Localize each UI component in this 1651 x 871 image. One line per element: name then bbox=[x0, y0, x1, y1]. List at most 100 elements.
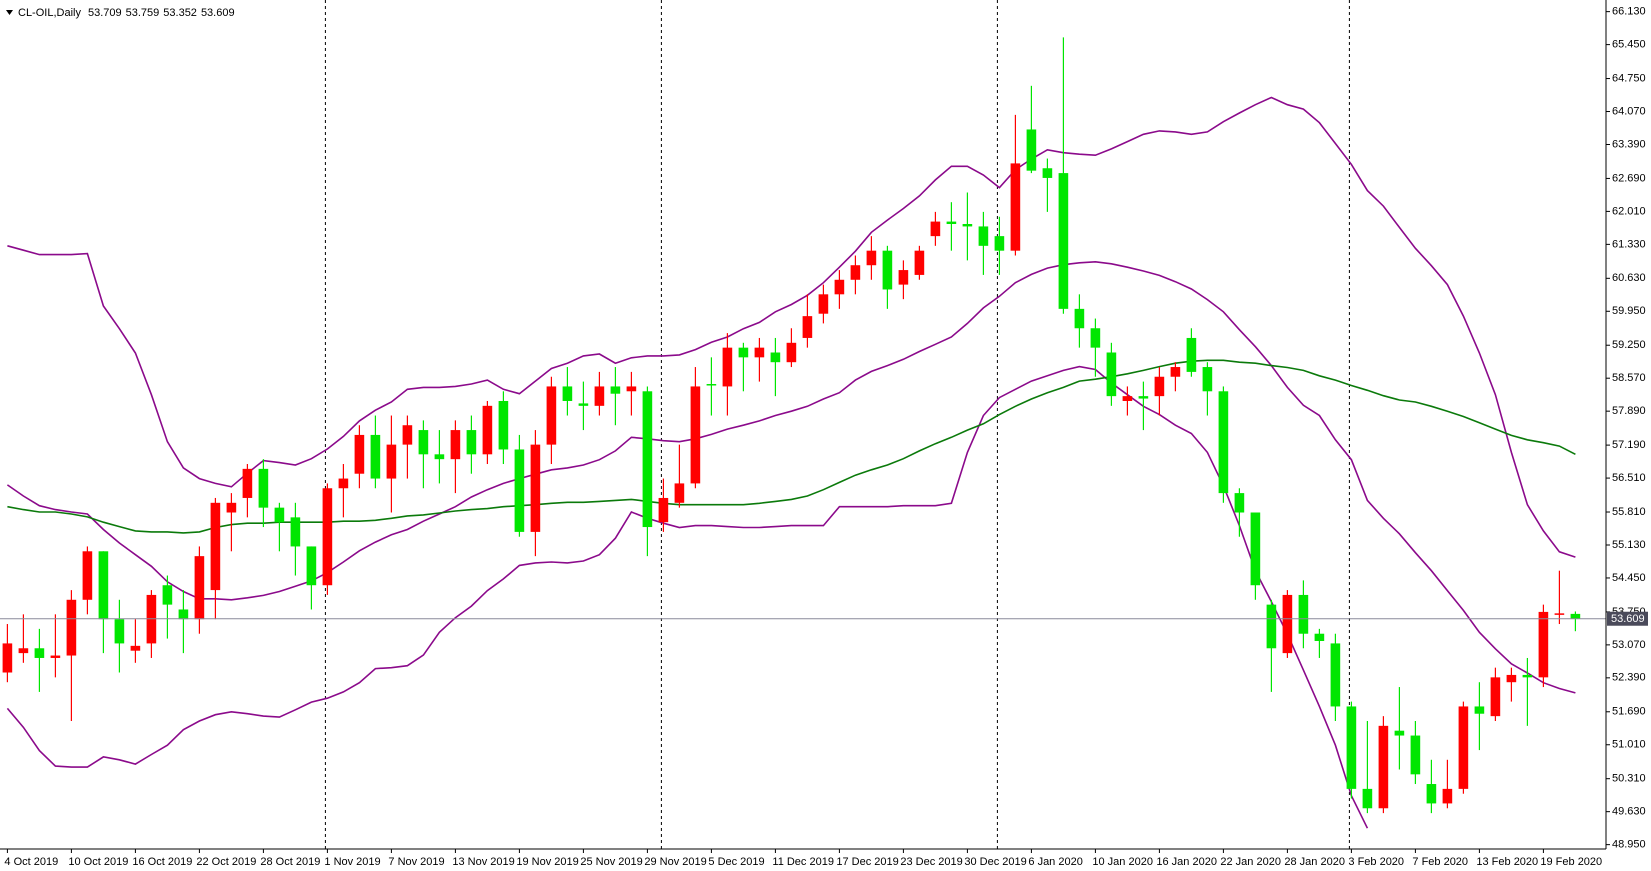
candle-body bbox=[1490, 677, 1501, 717]
candle-body bbox=[882, 250, 893, 290]
candle-body bbox=[498, 400, 509, 450]
candle-body bbox=[194, 556, 205, 620]
candle-body bbox=[594, 386, 605, 406]
y-tick-label: 60.630 bbox=[1612, 272, 1646, 284]
header-low: 53.352 bbox=[163, 7, 197, 19]
x-tick-label: 4 Oct 2019 bbox=[4, 856, 58, 868]
x-tick-label: 10 Oct 2019 bbox=[68, 856, 128, 868]
candle-body bbox=[290, 517, 301, 547]
y-tick-label: 59.250 bbox=[1612, 339, 1646, 351]
candle-body bbox=[1074, 308, 1085, 329]
x-tick-label: 13 Nov 2019 bbox=[452, 856, 514, 868]
candle-body bbox=[82, 551, 93, 600]
candle-body bbox=[978, 226, 989, 246]
candle-body bbox=[338, 478, 349, 489]
candle-body bbox=[1186, 337, 1197, 372]
candle-body bbox=[738, 347, 749, 358]
candle-body bbox=[1442, 788, 1453, 804]
candle-body bbox=[1362, 788, 1373, 809]
x-tick-label: 1 Nov 2019 bbox=[324, 856, 380, 868]
candle-body bbox=[722, 347, 733, 387]
x-tick-label: 19 Feb 2020 bbox=[1540, 856, 1602, 868]
indicator-line bbox=[6, 365, 1369, 829]
candle-body bbox=[1106, 352, 1117, 397]
candle-body bbox=[1058, 173, 1069, 309]
candle-body bbox=[1570, 613, 1581, 619]
candle-body bbox=[546, 386, 557, 445]
indicator-line bbox=[7, 96, 1576, 558]
y-tick-label: 58.570 bbox=[1612, 372, 1646, 384]
x-tick-label: 10 Jan 2020 bbox=[1092, 856, 1153, 868]
y-tick-label: 50.310 bbox=[1612, 773, 1646, 785]
candle-body bbox=[706, 384, 717, 386]
candle-body bbox=[274, 507, 285, 523]
x-tick-label: 16 Oct 2019 bbox=[132, 856, 192, 868]
candle-body bbox=[946, 221, 957, 225]
candle-body bbox=[210, 502, 221, 591]
candle-body bbox=[834, 279, 845, 295]
y-tick-label: 62.010 bbox=[1612, 205, 1646, 217]
candle-body bbox=[450, 430, 461, 460]
candle-body bbox=[50, 655, 61, 658]
candle-body bbox=[434, 454, 445, 460]
candle-body bbox=[562, 386, 573, 401]
candle-body bbox=[1314, 633, 1325, 641]
x-tick-label: 29 Nov 2019 bbox=[644, 856, 706, 868]
candle-body bbox=[1122, 396, 1133, 401]
y-tick-label: 61.330 bbox=[1612, 238, 1646, 250]
x-tick-label: 5 Dec 2019 bbox=[708, 856, 764, 868]
candle-body bbox=[370, 434, 381, 479]
y-tick-label: 55.130 bbox=[1612, 539, 1646, 551]
x-tick-label: 11 Dec 2019 bbox=[772, 856, 834, 868]
x-tick-label: 23 Dec 2019 bbox=[900, 856, 962, 868]
y-tick-label: 54.450 bbox=[1612, 572, 1646, 584]
y-tick-label: 65.450 bbox=[1612, 39, 1646, 51]
candle-body bbox=[1554, 613, 1565, 615]
candle-body bbox=[98, 551, 109, 620]
y-tick-label: 57.190 bbox=[1612, 439, 1646, 451]
plot-area bbox=[0, 0, 1606, 849]
price-tag bbox=[1607, 611, 1648, 626]
candle-body bbox=[1506, 674, 1517, 683]
y-tick-label: 48.950 bbox=[1612, 839, 1646, 851]
x-tick-label: 19 Nov 2019 bbox=[516, 856, 578, 868]
y-tick-label: 66.130 bbox=[1612, 6, 1646, 18]
candle-body bbox=[2, 643, 13, 673]
candle-body bbox=[306, 546, 317, 586]
candle-body bbox=[850, 265, 861, 280]
y-tick-label: 63.390 bbox=[1612, 138, 1646, 150]
candle-body bbox=[242, 468, 253, 498]
x-tick-label: 22 Oct 2019 bbox=[196, 856, 256, 868]
x-tick-label: 17 Dec 2019 bbox=[836, 856, 898, 868]
x-tick-label: 28 Jan 2020 bbox=[1284, 856, 1345, 868]
candle-body bbox=[626, 386, 637, 392]
price-tag-label: 53.609 bbox=[1611, 613, 1645, 625]
x-tick-label: 3 Feb 2020 bbox=[1348, 856, 1404, 868]
candle-body bbox=[674, 483, 685, 503]
candle-body bbox=[802, 316, 813, 338]
candle-body bbox=[1090, 328, 1101, 348]
y-tick-label: 56.510 bbox=[1612, 472, 1646, 484]
candle-body bbox=[898, 270, 909, 285]
candle-body bbox=[1010, 163, 1021, 251]
candle-body bbox=[1026, 129, 1037, 171]
candle-body bbox=[1250, 512, 1261, 586]
candle-body bbox=[162, 585, 173, 605]
candle-body bbox=[34, 648, 45, 658]
candle-body bbox=[1042, 168, 1053, 178]
candle-body bbox=[1538, 611, 1549, 678]
candle-body bbox=[994, 236, 1005, 251]
menu-arrow[interactable] bbox=[6, 10, 13, 15]
candle-body bbox=[786, 342, 797, 363]
candle-body bbox=[866, 250, 877, 266]
candle-body bbox=[1298, 594, 1309, 634]
candle-body bbox=[658, 497, 669, 523]
x-tick-label: 25 Nov 2019 bbox=[580, 856, 642, 868]
candle-body bbox=[1234, 493, 1245, 513]
candle-body bbox=[1218, 391, 1229, 494]
candle-body bbox=[226, 502, 237, 513]
header-close: 53.609 bbox=[201, 7, 235, 19]
y-tick-label: 64.750 bbox=[1612, 72, 1646, 84]
